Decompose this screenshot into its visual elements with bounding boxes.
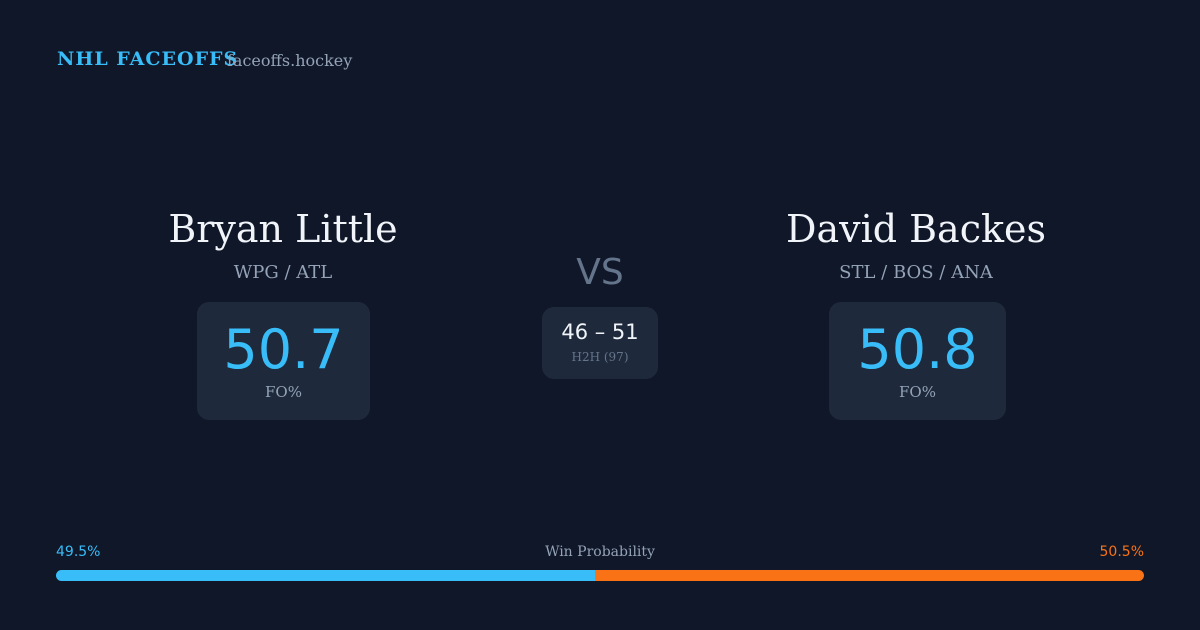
- fo-label: FO%: [265, 383, 302, 401]
- stat-card: 50.8 FO%: [829, 302, 1006, 420]
- h2h-score: 46 – 51: [561, 320, 639, 344]
- left-probability: 49.5%: [56, 544, 101, 560]
- probability-bar: [56, 570, 1144, 581]
- right-bar: [594, 570, 1144, 581]
- fo-pct: 50.8: [857, 318, 978, 381]
- probability-title: Win Probability: [545, 544, 655, 560]
- brand: NHL FACEOFFS: [57, 48, 239, 70]
- left-bar: [56, 570, 595, 581]
- h2h-card: 46 – 51 H2H (97): [542, 307, 658, 379]
- fo-label: FO%: [899, 383, 936, 401]
- player-teams: STL / BOS / ANA: [839, 262, 993, 283]
- site-url: faceoffs.hockey: [227, 51, 353, 70]
- player-teams: WPG / ATL: [233, 262, 333, 283]
- fo-pct: 50.7: [223, 318, 344, 381]
- right-probability: 50.5%: [1099, 544, 1144, 560]
- stat-card: 50.7 FO%: [197, 302, 370, 420]
- vs-label: VS: [576, 252, 624, 293]
- h2h-label: H2H (97): [571, 350, 629, 364]
- player-name: Bryan Little: [168, 207, 398, 251]
- player-name: David Backes: [785, 207, 1047, 251]
